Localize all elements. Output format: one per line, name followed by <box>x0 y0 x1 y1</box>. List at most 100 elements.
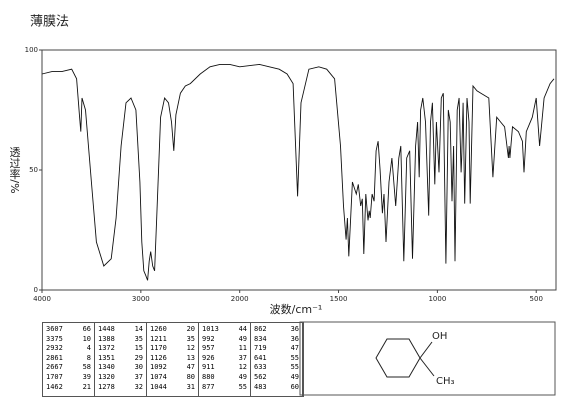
peak-row: 834 36 <box>254 335 299 345</box>
peak-row: 992 49 <box>202 335 247 345</box>
peak-wavenumber: 957 <box>202 344 215 353</box>
chart-title: 薄膜法 <box>30 15 69 30</box>
structure-ring <box>375 338 435 378</box>
peak-row: 1013 44 <box>202 325 247 335</box>
peak-transmittance: 8 <box>86 353 91 362</box>
y-axis-label: 透过率/% <box>8 146 21 193</box>
peak-wavenumber: 2667 <box>46 363 63 372</box>
peak-column: 862 36 834 36 719 47 641 55 633 55 562 49 483 60 <box>251 323 303 396</box>
x-tick-label: 1500 <box>330 295 348 303</box>
peak-transmittance: 13 <box>186 353 195 362</box>
peak-row: 877 55 <box>202 383 247 393</box>
peak-row: 1126 13 <box>150 354 195 364</box>
peak-wavenumber: 992 <box>202 334 215 343</box>
peak-wavenumber: 1320 <box>98 372 115 381</box>
peak-transmittance: 15 <box>134 344 143 353</box>
peak-transmittance: 66 <box>82 325 91 333</box>
peak-wavenumber: 1260 <box>150 325 167 333</box>
peak-wavenumber: 1388 <box>98 334 115 343</box>
peak-transmittance: 29 <box>134 353 143 362</box>
peak-transmittance: 37 <box>238 353 247 362</box>
x-tick-label: 500 <box>530 295 543 303</box>
peak-transmittance: 55 <box>238 382 247 391</box>
peak-transmittance: 55 <box>290 353 299 362</box>
peak-row: 1351 29 <box>98 354 143 364</box>
peak-wavenumber: 1013 <box>202 325 219 333</box>
peak-transmittance: 12 <box>238 363 247 372</box>
peak-wavenumber: 1170 <box>150 344 167 353</box>
peak-transmittance: 21 <box>82 382 91 391</box>
peak-wavenumber: 1092 <box>150 363 167 372</box>
peak-transmittance: 36 <box>290 334 299 343</box>
peak-transmittance: 36 <box>290 325 299 333</box>
peak-row: 641 55 <box>254 354 299 364</box>
peak-wavenumber: 641 <box>254 353 267 362</box>
x-tick-label: 3000 <box>132 295 150 303</box>
peak-row: 1388 35 <box>98 335 143 345</box>
peak-transmittance: 49 <box>238 372 247 381</box>
peak-row: 1092 47 <box>150 363 195 373</box>
peak-wavenumber: 2932 <box>46 344 63 353</box>
structure-label: CH₃ <box>436 376 455 387</box>
peak-row: 926 37 <box>202 354 247 364</box>
peak-row: 2861 8 <box>46 354 91 364</box>
peak-column: 3607 66 3375 10 2932 4 2861 8 2667 58 1707 39 1462 21 <box>43 323 95 396</box>
structure-box <box>299 321 556 396</box>
peak-column: 1448 14 1388 35 1372 15 1351 29 1340 30 1320 37 1278… <box>95 323 147 396</box>
peak-transmittance: 35 <box>134 334 143 343</box>
peak-row: 719 47 <box>254 344 299 354</box>
peak-column: 1013 44 992 49 957 11 926 37 911 12 880 49 877 55 <box>199 323 251 396</box>
x-axis-label: 波数/cm⁻¹ <box>270 303 323 316</box>
peak-transmittance: 32 <box>134 382 143 391</box>
peak-row: 1044 31 <box>150 383 195 393</box>
peak-row: 1372 15 <box>98 344 143 354</box>
peak-row: 3375 10 <box>46 335 91 345</box>
peak-row: 911 12 <box>202 363 247 373</box>
peak-transmittance: 47 <box>290 344 299 353</box>
peak-row: 880 49 <box>202 373 247 383</box>
peak-wavenumber: 1126 <box>150 353 167 362</box>
y-tick-label: 100 <box>25 46 38 54</box>
peak-wavenumber: 1462 <box>46 382 63 391</box>
peak-wavenumber: 911 <box>202 363 215 372</box>
peak-row: 2932 4 <box>46 344 91 354</box>
peak-transmittance: 58 <box>82 363 91 372</box>
peak-table: 3607 66 3375 10 2932 4 2861 8 2667 58 1707 39 1462 21… <box>42 322 304 397</box>
peak-transmittance: 4 <box>86 344 91 353</box>
peak-column: 1260 20 1211 35 1170 12 1126 13 1092 47 1074 80 1044… <box>147 323 199 396</box>
peak-transmittance: 30 <box>134 363 143 372</box>
peak-wavenumber: 1340 <box>98 363 115 372</box>
peak-wavenumber: 880 <box>202 372 215 381</box>
peak-transmittance: 80 <box>186 372 195 381</box>
peak-wavenumber: 1448 <box>98 325 115 333</box>
peak-row: 1278 32 <box>98 383 143 393</box>
peak-transmittance: 44 <box>238 325 247 333</box>
peak-wavenumber: 562 <box>254 372 267 381</box>
peak-row: 633 55 <box>254 363 299 373</box>
peak-row: 2667 58 <box>46 363 91 373</box>
peak-wavenumber: 834 <box>254 334 267 343</box>
peak-wavenumber: 862 <box>254 325 267 333</box>
peak-transmittance: 49 <box>290 372 299 381</box>
peak-transmittance: 60 <box>290 382 299 391</box>
x-tick-label: 2000 <box>231 295 249 303</box>
x-tick-label: 1000 <box>428 295 446 303</box>
peak-row: 1707 39 <box>46 373 91 383</box>
peak-transmittance: 31 <box>186 382 195 391</box>
peak-wavenumber: 1372 <box>98 344 115 353</box>
peak-wavenumber: 1044 <box>150 382 167 391</box>
peak-wavenumber: 3375 <box>46 334 63 343</box>
spectrum-line <box>41 63 555 281</box>
peak-transmittance: 14 <box>134 325 143 333</box>
peak-row: 3607 66 <box>46 325 91 335</box>
structure-label: OH <box>432 331 447 342</box>
peak-transmittance: 49 <box>238 334 247 343</box>
peak-transmittance: 39 <box>82 372 91 381</box>
peak-wavenumber: 926 <box>202 353 215 362</box>
peak-transmittance: 12 <box>186 344 195 353</box>
peak-transmittance: 10 <box>82 334 91 343</box>
peak-row: 1211 35 <box>150 335 195 345</box>
peak-wavenumber: 1211 <box>150 334 167 343</box>
